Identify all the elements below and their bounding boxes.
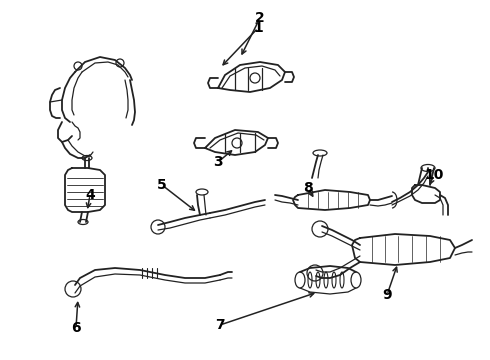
Text: 1: 1: [253, 21, 263, 35]
Text: 2: 2: [255, 11, 265, 25]
Text: 7: 7: [215, 318, 225, 332]
Text: 4: 4: [85, 188, 95, 202]
Text: 10: 10: [424, 168, 443, 182]
Text: 5: 5: [157, 178, 167, 192]
Text: 6: 6: [71, 321, 81, 335]
Text: 3: 3: [213, 155, 223, 169]
Text: 8: 8: [303, 181, 313, 195]
Text: 9: 9: [382, 288, 392, 302]
